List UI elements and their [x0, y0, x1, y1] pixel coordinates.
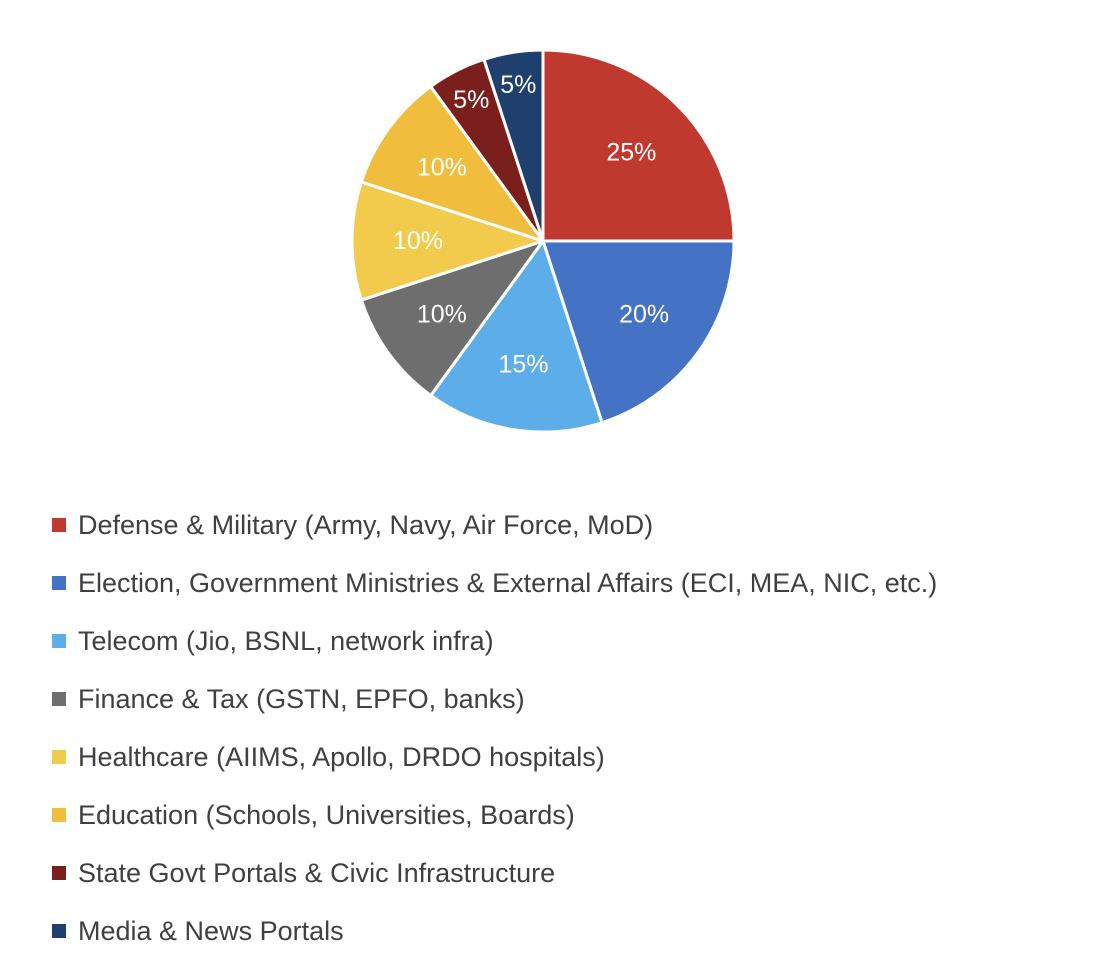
slice-data-label: 10% [417, 154, 467, 182]
legend-swatch [52, 692, 66, 706]
slice-data-label: 15% [498, 350, 548, 378]
pie-slice-5 [350, 180, 545, 302]
legend-item: Telecom (Jio, BSNL, network infra) [52, 612, 937, 670]
pie-slice-6 [359, 84, 545, 243]
legend-swatch [52, 808, 66, 822]
slice-data-label: 25% [606, 139, 656, 167]
pie-slice-1 [541, 48, 736, 243]
pie-slice-8 [482, 48, 545, 243]
pie-slice-3 [429, 239, 604, 434]
legend-label: Defense & Military (Army, Navy, Air Forc… [78, 509, 654, 540]
legend-label: State Govt Portals & Civic Infrastructur… [78, 857, 556, 888]
legend-swatch [52, 750, 66, 764]
legend-item: Healthcare (AIIMS, Apollo, DRDO hospital… [52, 728, 937, 786]
legend-label: Media & News Portals [78, 915, 344, 946]
slice-data-label: 10% [393, 227, 443, 255]
slice-data-label: 20% [619, 300, 669, 328]
legend-swatch [52, 866, 66, 880]
pie-plot: 25% 20% 15% 10% 10% 10% 5% 5% [350, 48, 736, 434]
slice-data-label: 5% [500, 71, 536, 99]
legend-item: Defense & Military (Army, Navy, Air Forc… [52, 496, 937, 554]
legend-swatch [52, 634, 66, 648]
legend-item: Media & News Portals [52, 902, 937, 960]
slice-data-label: 5% [453, 86, 489, 114]
slice-data-label: 10% [417, 300, 467, 328]
legend-swatch [52, 924, 66, 938]
legend-label: Telecom (Jio, BSNL, network infra) [78, 625, 494, 656]
legend-swatch [52, 576, 66, 590]
legend-swatch [52, 518, 66, 532]
legend-label: Election, Government Ministries & Extern… [78, 567, 938, 598]
legend-label: Finance & Tax (GSTN, EPFO, banks) [78, 683, 525, 714]
legend: Defense & Military (Army, Navy, Air Forc… [52, 496, 937, 960]
legend-item: Election, Government Ministries & Extern… [52, 554, 937, 612]
legend-label: Education (Schools, Universities, Boards… [78, 799, 575, 830]
legend-label: Healthcare (AIIMS, Apollo, DRDO hospital… [78, 741, 605, 772]
pie-slice-4 [359, 239, 545, 398]
pie-slice-2 [541, 239, 736, 425]
legend-item: Finance & Tax (GSTN, EPFO, banks) [52, 670, 937, 728]
legend-item: State Govt Portals & Civic Infrastructur… [52, 844, 937, 902]
legend-item: Education (Schools, Universities, Boards… [52, 786, 937, 844]
